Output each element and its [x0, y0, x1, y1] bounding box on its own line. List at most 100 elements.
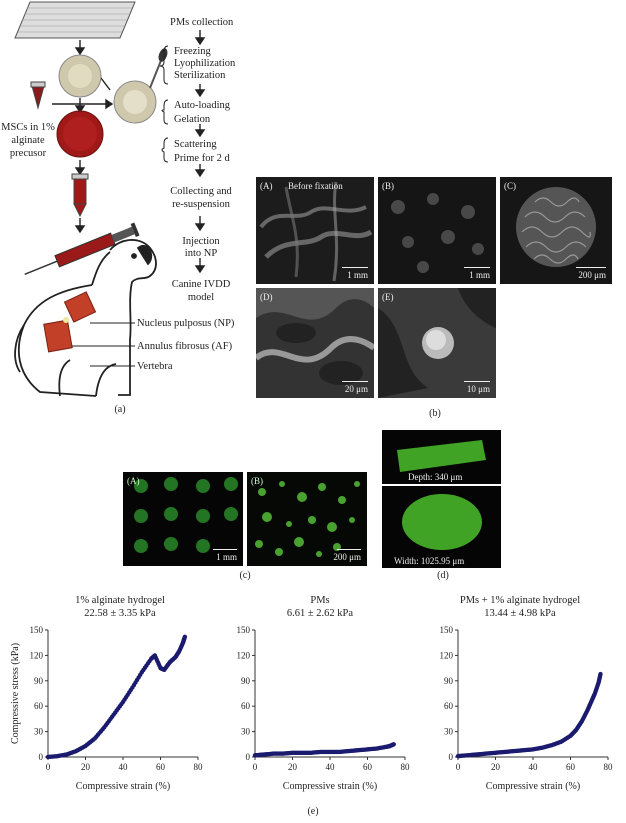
tube-icon [71, 173, 89, 218]
x-tick-label: 0 [46, 762, 51, 772]
pipette-icon [149, 48, 168, 89]
y-tick-label: 30 [444, 727, 454, 737]
x-tick-label: 0 [456, 762, 461, 772]
msc-text-1: MSCs in 1% [1, 122, 55, 133]
scale-label: 1 mm [347, 270, 368, 280]
depth-label: Depth: 340 μm [408, 472, 463, 482]
x-tick-label: 60 [156, 762, 166, 772]
panel-a: PMs collection Freezing Lyophilization S… [0, 0, 245, 420]
y-tick-label: 0 [449, 752, 454, 762]
scale-label: 20 μm [344, 384, 368, 394]
y-axis-label: Compressive stress (kPa) [10, 643, 21, 744]
chart-title-line: PMs + 1% alginate hydrogel [459, 595, 581, 606]
compression-charts: 0 30 60 90 120 150 0 20 40 60 80 Compressive strain… [10, 625, 614, 792]
chart-subtitle: 22.58 ± 3.35 kPa [84, 608, 156, 619]
x-tick-label: 60 [566, 762, 576, 772]
scale-label: 1 mm [469, 270, 490, 280]
scale-bar [342, 380, 368, 382]
sem-texture [516, 187, 596, 267]
x-tick-label: 40 [326, 762, 336, 772]
fluo-tag: (A) [127, 476, 140, 486]
x-axis-label: Compressive strain (%) [486, 781, 580, 792]
y-tick-label: 90 [34, 676, 44, 686]
sem-image-e: (E) 10 μm [378, 288, 496, 398]
step-pms-collection: PMs collection [170, 17, 234, 28]
panel-d-label: (d) [437, 570, 449, 581]
confocal-width-image: Width: 1025.95 μm [382, 486, 501, 568]
scale-bar [213, 548, 237, 550]
data-point [598, 671, 603, 677]
step-sterilization: Sterilization [174, 70, 226, 81]
chart-subtitle: 6.61 ± 2.62 kPa [286, 608, 354, 619]
fluo-tag: (B) [251, 476, 263, 486]
x-tick-label: 0 [253, 762, 258, 772]
label-nucleus-pulposus: Nucleus pulposus (NP) [137, 318, 235, 329]
y-tick-label: 90 [444, 676, 454, 686]
label-vertebra: Vertebra [137, 361, 173, 372]
sem-texture [256, 288, 374, 385]
step-freezing: Freezing [174, 46, 211, 57]
x-tick-label: 80 [604, 762, 614, 772]
scale-label: 10 μm [466, 384, 490, 394]
sem-tag: (B) [382, 181, 394, 191]
width-label: Width: 1025.95 μm [394, 556, 465, 566]
x-tick-label: 60 [363, 762, 373, 772]
step-scattering: Scattering [174, 139, 217, 150]
step-injection: Injection [182, 236, 220, 247]
msc-text-2: alginate [11, 135, 45, 146]
scale-label: 200 μm [578, 270, 606, 280]
x-tick-label: 20 [288, 762, 298, 772]
y-tick-label: 120 [440, 650, 454, 660]
chart-2-title: PMs 6.61 ± 2.62 kPa [240, 594, 400, 620]
y-tick-label: 0 [39, 752, 44, 762]
sem-texture [259, 181, 373, 282]
y-tick-label: 150 [440, 625, 454, 635]
y-tick-label: 60 [34, 701, 44, 711]
chart-title-line: PMs [310, 595, 330, 606]
spine-markers [43, 291, 97, 353]
panel-b-label: (b) [429, 408, 441, 419]
step-model: model [187, 292, 215, 303]
panel-a-schematic [14, 1, 206, 397]
dog-illustration [14, 239, 157, 397]
dish-icon [113, 80, 157, 124]
scale-bar [337, 548, 361, 550]
sem-image-a: (A) Before fixation 1 mm [256, 177, 374, 284]
x-tick-label: 20 [491, 762, 501, 772]
tube-icon [30, 81, 46, 110]
x-axis-label: Compressive strain (%) [76, 781, 170, 792]
chart-title-line: 1% alginate hydrogel [75, 595, 165, 606]
sem-tag: (D) [260, 292, 273, 302]
x-tick-label: 40 [529, 762, 539, 772]
scale-bar [576, 266, 606, 268]
scale-label: 1 mm [216, 552, 237, 562]
fluorescence-image-a: (A) 1 mm [123, 472, 243, 566]
scale-bar [464, 380, 490, 382]
y-tick-label: 150 [30, 625, 44, 635]
scale-bar [464, 266, 490, 268]
y-tick-label: 90 [241, 676, 251, 686]
mesh-plate-icon [14, 1, 136, 39]
sem-texture [391, 193, 484, 273]
confocal-texture [402, 494, 482, 550]
chart-3-title: PMs + 1% alginate hydrogel 13.44 ± 4.98 … [440, 594, 600, 620]
data-point [182, 634, 188, 639]
scale-label: 200 μm [333, 552, 361, 562]
chart-subtitle: 13.44 ± 4.98 kPa [484, 608, 556, 619]
msc-text-3: precusor [9, 148, 47, 159]
x-tick-label: 80 [194, 762, 204, 772]
step-into-np: into NP [184, 248, 218, 259]
step-prime: Prime for 2 d [174, 153, 230, 164]
sem-image-d: (D) 20 μm [256, 288, 374, 398]
fluorescence-texture [134, 477, 238, 553]
panel-c-label: (c) [239, 570, 251, 581]
red-dish-icon [56, 110, 104, 158]
sem-image-b: (B) 1 mm [378, 177, 496, 284]
confocal-texture [397, 440, 486, 472]
dish-icon [58, 54, 102, 98]
sem-tag: (E) [382, 292, 394, 302]
chart-1-title: 1% alginate hydrogel 22.58 ± 3.35 kPa [40, 594, 200, 620]
step-lyophilization: Lyophilization [174, 58, 236, 69]
y-tick-label: 150 [237, 625, 251, 635]
step-auto-loading: Auto-loading [174, 100, 230, 111]
